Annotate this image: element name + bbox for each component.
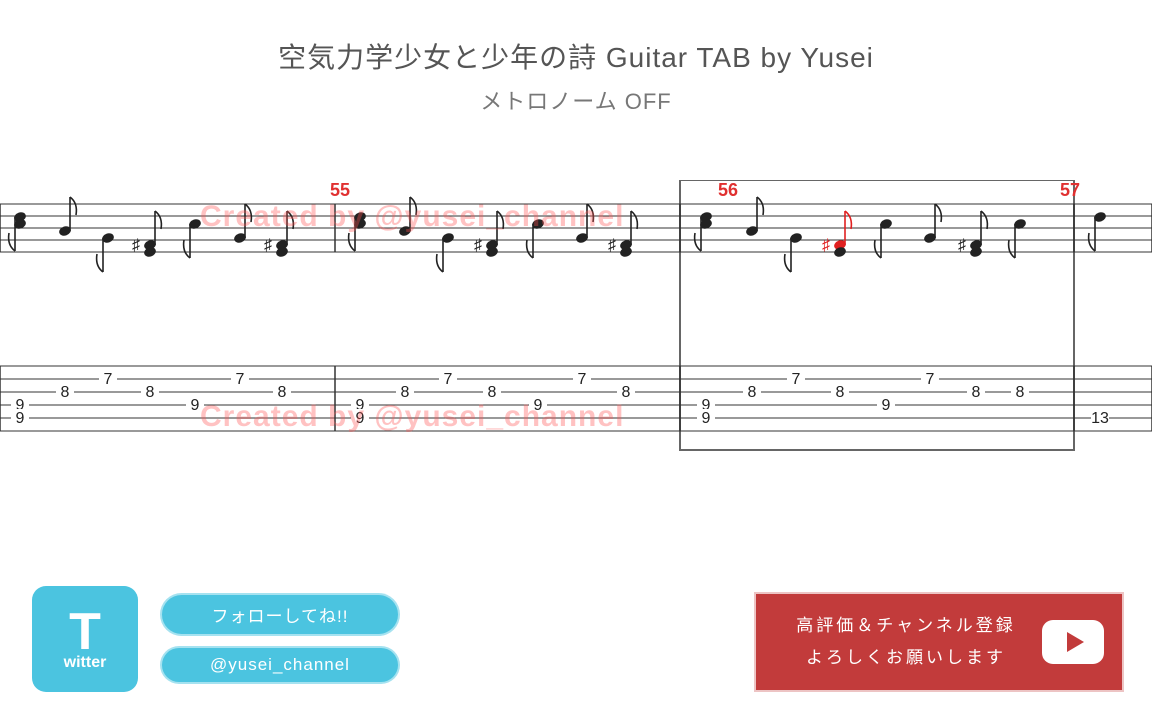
svg-text:7: 7 [926,371,935,388]
follow-pill[interactable]: フォローしてね!! [160,593,400,636]
svg-text:8: 8 [748,384,757,401]
youtube-line1: 高評価＆チャンネル登録 [796,616,1016,635]
twitter-label: witter [64,654,107,672]
twitter-t-icon: T [69,606,101,658]
svg-text:8: 8 [972,384,981,401]
svg-text:♯: ♯ [264,237,272,254]
svg-text:9: 9 [191,397,200,414]
svg-text:8: 8 [488,384,497,401]
svg-text:♯: ♯ [132,237,140,254]
svg-text:8: 8 [1016,384,1025,401]
svg-text:♯: ♯ [958,237,966,254]
youtube-line2: よろしくお願いします [806,648,1006,667]
score-svg: 559987♯897♯8569987♯897♯8579987♯897♯8813 [0,180,1152,460]
svg-text:8: 8 [622,384,631,401]
svg-text:7: 7 [578,371,587,388]
youtube-badge[interactable]: 高評価＆チャンネル登録 よろしくお願いします [754,592,1124,692]
header: 空気力学少女と少年の詩 Guitar TAB by Yusei メトロノーム O… [0,0,1152,116]
svg-text:8: 8 [401,384,410,401]
svg-text:♯: ♯ [608,237,616,254]
svg-text:55: 55 [330,180,350,200]
svg-text:9: 9 [356,410,365,427]
svg-text:9: 9 [882,397,891,414]
youtube-text: 高評価＆チャンネル登録 よろしくお願いします [780,610,1032,675]
page-title: 空気力学少女と少年の詩 Guitar TAB by Yusei [0,36,1152,76]
svg-text:9: 9 [702,410,711,427]
svg-text:8: 8 [146,384,155,401]
svg-text:9: 9 [534,397,543,414]
handle-text: @yusei_channel [210,655,350,674]
svg-text:7: 7 [236,371,245,388]
follow-text: フォローしてね!! [212,607,349,626]
handle-pill[interactable]: @yusei_channel [160,646,400,684]
svg-text:13: 13 [1091,410,1109,427]
svg-text:56: 56 [718,180,738,200]
youtube-icon [1042,620,1104,664]
svg-text:57: 57 [1060,180,1080,200]
svg-text:8: 8 [278,384,287,401]
footer: T witter フォローしてね!! @yusei_channel 高評価＆チャ… [0,582,1152,692]
page-subtitle: メトロノーム OFF [0,84,1152,116]
svg-text:8: 8 [61,384,70,401]
svg-text:7: 7 [792,371,801,388]
svg-text:9: 9 [16,410,25,427]
svg-text:7: 7 [104,371,113,388]
twitter-badge[interactable]: T witter [32,586,138,692]
svg-text:♯: ♯ [474,237,482,254]
score-area: 559987♯897♯8569987♯897♯8579987♯897♯8813 [0,180,1152,460]
svg-text:♯: ♯ [822,237,830,254]
svg-text:8: 8 [836,384,845,401]
svg-text:7: 7 [444,371,453,388]
